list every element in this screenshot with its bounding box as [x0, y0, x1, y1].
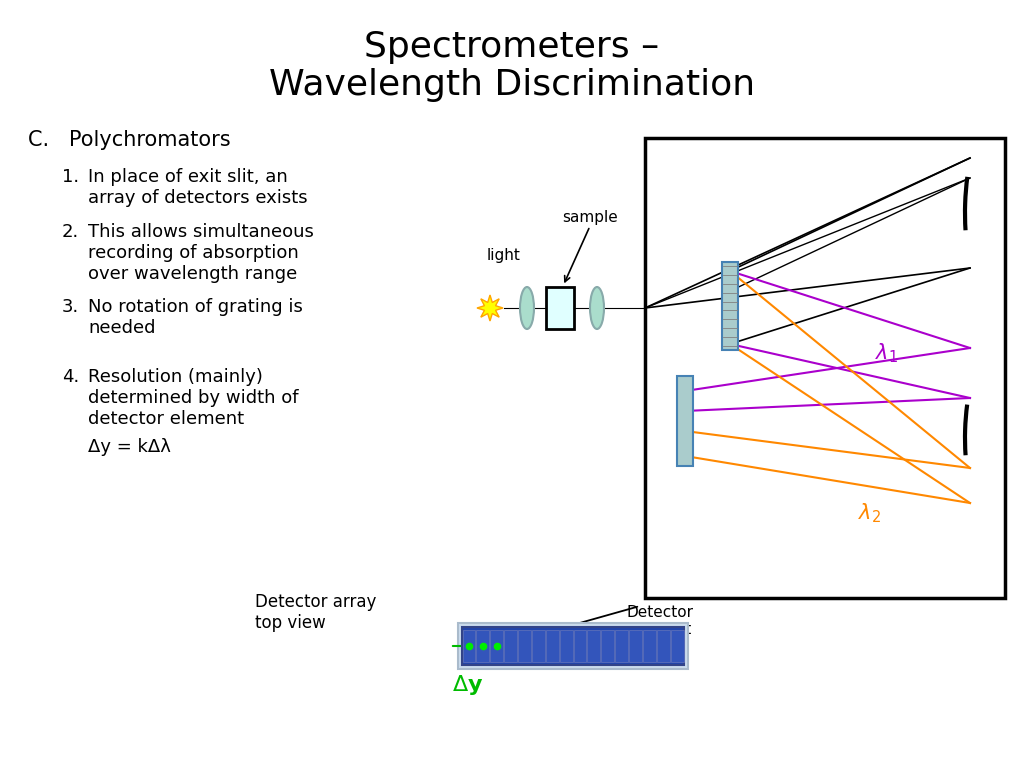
Text: light: light: [487, 248, 521, 263]
Text: In place of exit slit, an
array of detectors exists: In place of exit slit, an array of detec…: [88, 168, 307, 207]
Bar: [643, 630, 655, 662]
Text: Resolution (mainly)
determined by width of
detector element: Resolution (mainly) determined by width …: [88, 368, 299, 428]
Bar: [463, 630, 475, 662]
Text: 1.: 1.: [62, 168, 79, 186]
Bar: [490, 630, 503, 662]
Polygon shape: [477, 295, 503, 321]
Bar: [615, 630, 628, 662]
Bar: [573, 630, 587, 662]
Bar: [458, 623, 688, 669]
Text: 2.: 2.: [62, 223, 79, 241]
Text: $\Delta$y: $\Delta$y: [452, 673, 483, 697]
Bar: [656, 630, 670, 662]
Text: This allows simultaneous
recording of absorption
over wavelength range: This allows simultaneous recording of ab…: [88, 223, 314, 283]
Text: C.   Polychromators: C. Polychromators: [28, 130, 230, 150]
Text: Detector
element: Detector element: [627, 605, 693, 637]
Bar: [629, 630, 642, 662]
Bar: [601, 630, 614, 662]
Text: Wavelength Discrimination: Wavelength Discrimination: [269, 68, 755, 102]
Text: Δy = kΔλ: Δy = kΔλ: [88, 438, 171, 456]
Bar: [531, 630, 545, 662]
Bar: [588, 630, 600, 662]
Text: Spectrometers –: Spectrometers –: [365, 30, 659, 64]
Bar: [476, 630, 489, 662]
Ellipse shape: [520, 287, 534, 329]
Text: No rotation of grating is
needed: No rotation of grating is needed: [88, 298, 303, 337]
Ellipse shape: [590, 287, 604, 329]
Bar: [518, 630, 530, 662]
Text: $\lambda_1$: $\lambda_1$: [874, 341, 898, 365]
Bar: [645, 138, 1005, 598]
Bar: [462, 627, 684, 665]
Bar: [677, 376, 693, 466]
Bar: [546, 630, 559, 662]
Text: $\lambda_2$: $\lambda_2$: [858, 502, 881, 525]
Text: Detector array
top view: Detector array top view: [255, 593, 377, 632]
Bar: [560, 630, 572, 662]
Bar: [504, 630, 517, 662]
Bar: [671, 630, 683, 662]
Text: sample: sample: [562, 210, 617, 225]
Bar: [546, 287, 574, 329]
Text: 3.: 3.: [62, 298, 79, 316]
Text: 4.: 4.: [62, 368, 79, 386]
Bar: [722, 262, 738, 350]
